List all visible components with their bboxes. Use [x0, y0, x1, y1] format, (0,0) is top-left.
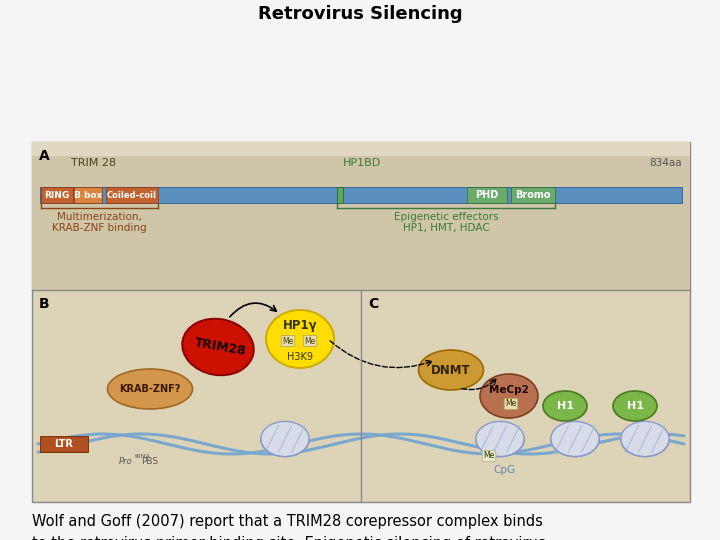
Bar — [106, 187, 158, 203]
Text: Coiled-coil: Coiled-coil — [107, 191, 157, 199]
Text: Multimerization,: Multimerization, — [57, 212, 142, 222]
Bar — [32, 142, 690, 290]
Text: 834aa: 834aa — [649, 158, 682, 168]
Text: Bromo: Bromo — [516, 190, 551, 200]
Ellipse shape — [476, 421, 524, 457]
Text: Me: Me — [282, 336, 294, 346]
Bar — [32, 142, 690, 502]
Bar — [74, 187, 102, 203]
Ellipse shape — [613, 391, 657, 421]
Text: B: B — [39, 297, 50, 311]
Text: Me: Me — [483, 451, 495, 461]
Bar — [40, 436, 88, 452]
Bar — [41, 187, 73, 203]
Bar — [511, 187, 555, 203]
Text: H1: H1 — [557, 401, 574, 411]
Bar — [467, 187, 507, 203]
Text: DNMT: DNMT — [431, 363, 471, 376]
Text: PBS: PBS — [141, 457, 158, 467]
Text: Me: Me — [305, 336, 315, 346]
Text: Wolf and Goff (2007) report that a TRIM28 corepressor complex binds
to the retro: Wolf and Goff (2007) report that a TRIM2… — [32, 514, 550, 540]
Text: HP1, HMT, HDAC: HP1, HMT, HDAC — [402, 223, 490, 233]
Bar — [337, 187, 343, 203]
Ellipse shape — [551, 421, 599, 457]
Text: Epigenetic effectors: Epigenetic effectors — [394, 212, 498, 222]
Text: B box: B box — [74, 191, 102, 199]
Ellipse shape — [261, 421, 309, 457]
Ellipse shape — [480, 374, 538, 418]
Bar — [32, 142, 690, 156]
Ellipse shape — [182, 319, 253, 375]
Text: tRNA: tRNA — [135, 454, 150, 459]
Text: Pro: Pro — [118, 457, 132, 467]
Text: C: C — [368, 297, 378, 311]
Ellipse shape — [621, 421, 669, 457]
Text: TRIM28: TRIM28 — [193, 336, 247, 358]
Text: LTR: LTR — [55, 439, 73, 449]
Ellipse shape — [266, 310, 334, 368]
Text: KRAB-ZNF binding: KRAB-ZNF binding — [52, 223, 147, 233]
Text: KRAB-ZNF?: KRAB-ZNF? — [120, 384, 181, 394]
Bar — [32, 142, 690, 150]
Bar — [40, 187, 682, 203]
Ellipse shape — [543, 391, 587, 421]
Text: HP1γ: HP1γ — [283, 319, 318, 332]
Text: MeCp2: MeCp2 — [489, 385, 529, 395]
Text: H3K9: H3K9 — [287, 352, 313, 362]
Ellipse shape — [107, 369, 192, 409]
Text: RING: RING — [45, 191, 70, 199]
Text: TRIM 28: TRIM 28 — [71, 158, 117, 168]
Text: HP1BD: HP1BD — [343, 158, 381, 168]
Text: PHD: PHD — [475, 190, 499, 200]
Text: A: A — [39, 149, 50, 163]
Text: Retrovirus Silencing: Retrovirus Silencing — [258, 5, 462, 23]
Text: CpG: CpG — [493, 465, 515, 475]
Text: H1: H1 — [626, 401, 644, 411]
Text: Me: Me — [505, 400, 517, 408]
Ellipse shape — [418, 350, 484, 390]
